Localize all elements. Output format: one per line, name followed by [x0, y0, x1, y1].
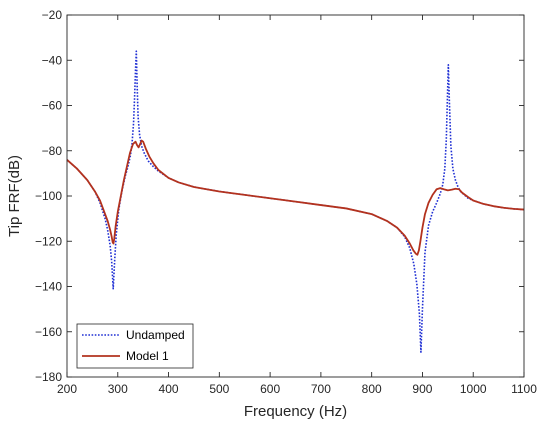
legend-label-model-1: Model 1	[126, 349, 169, 363]
x-tick-label: 900	[412, 382, 432, 396]
series-layer	[66, 50, 525, 353]
x-tick-label: 600	[260, 382, 280, 396]
ticks-layer	[66, 14, 525, 378]
series-line-model-1	[66, 139, 525, 256]
x-tick-label: 500	[209, 382, 229, 396]
y-tick-label: −40	[42, 53, 63, 67]
x-tick-label: 800	[362, 382, 382, 396]
y-tick-label: −160	[35, 325, 62, 339]
y-tick-label: −60	[42, 99, 63, 113]
x-tick-label: 200	[57, 382, 77, 396]
x-tick-label: 700	[311, 382, 331, 396]
y-tick-labels: −180 −160 −140 −120 −100 −80 −60 −40 −20	[35, 8, 62, 384]
legend-box	[76, 323, 194, 369]
legend-label-undamped: Undamped	[126, 328, 185, 342]
y-tick-label: −100	[35, 189, 62, 203]
x-tick-labels: 200 300 400 500 600 700 800 900 1000 1100	[57, 382, 537, 396]
legend: Undamped Model 1	[76, 323, 194, 369]
x-tick-label: 1000	[460, 382, 487, 396]
x-tick-label: 300	[108, 382, 128, 396]
x-tick-label: 400	[159, 382, 179, 396]
y-tick-label: −120	[35, 234, 62, 248]
plot-area	[67, 15, 524, 377]
x-axis-title: Frequency (Hz)	[244, 403, 347, 420]
y-tick-label: −140	[35, 280, 62, 294]
y-tick-label: −20	[42, 8, 63, 22]
y-axis-title: Tip FRF(dB)	[6, 155, 23, 237]
y-tick-label: −80	[42, 144, 63, 158]
x-tick-label: 1100	[511, 382, 537, 396]
y-tick-label: −180	[35, 370, 62, 384]
